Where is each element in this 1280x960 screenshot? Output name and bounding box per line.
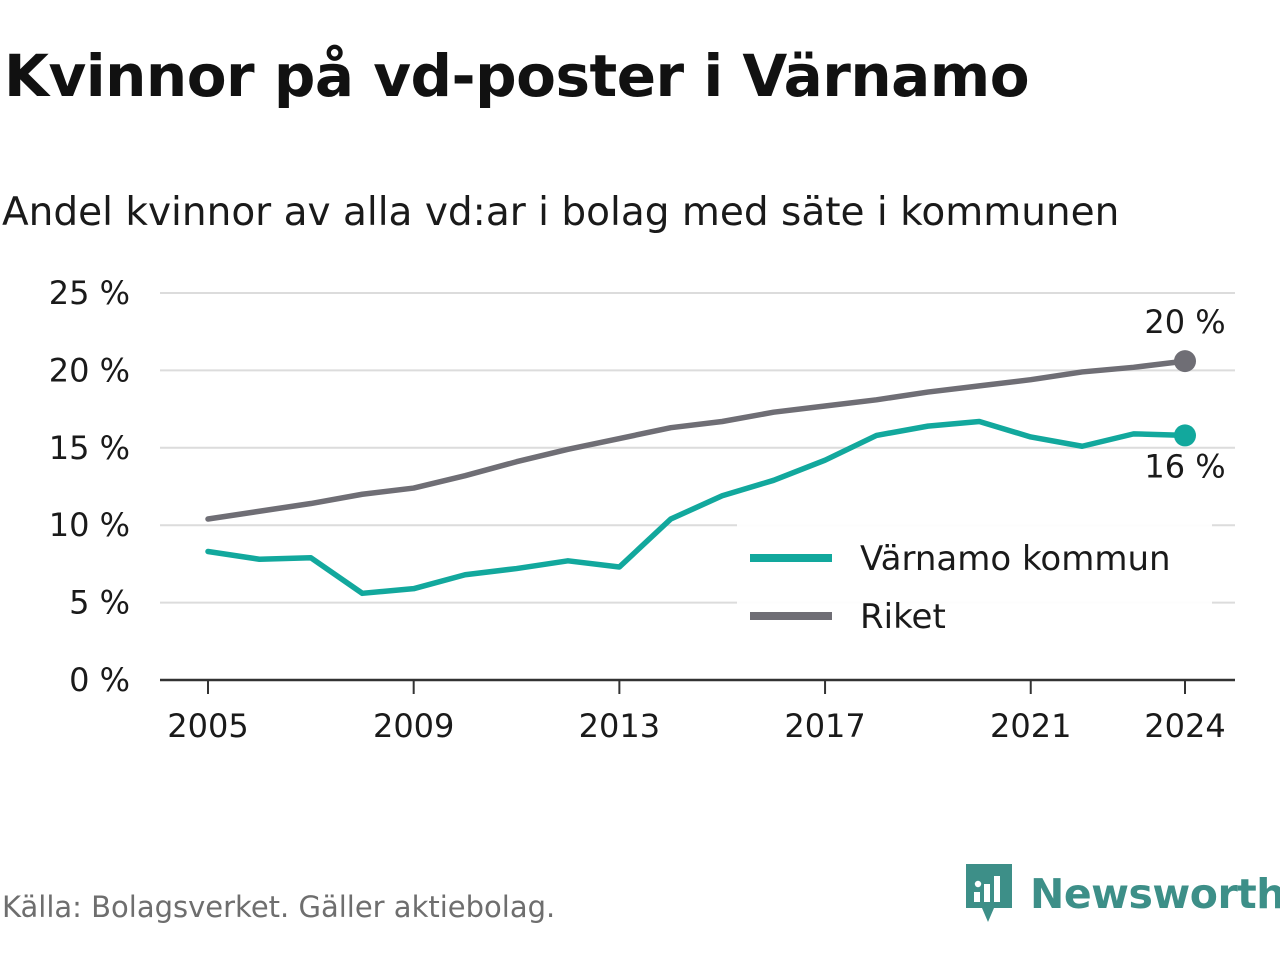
x-tick-label: 2017 [784, 707, 865, 745]
x-tick-label: 2024 [1144, 707, 1225, 745]
chart-subtitle: Andel kvinnor av alla vd:ar i bolag med … [2, 190, 1120, 235]
series-lines: 16 % 20 % [205, 303, 1226, 597]
newsworthy-logo-icon [966, 864, 1012, 922]
legend-label-1: Riket [860, 597, 946, 637]
x-tick-label: 2013 [579, 707, 660, 745]
y-axis-ticks: 0 % 5 % 10 % 15 % 20 % 25 % [49, 274, 130, 699]
end-marker-0 [1174, 424, 1196, 447]
legend-label-0: Värnamo kommun [860, 539, 1171, 579]
end-label-1: 20 % [1144, 303, 1225, 341]
y-tick-label: 25 % [49, 274, 130, 312]
y-tick-label: 15 % [49, 429, 130, 467]
series-line-0 [205, 418, 1188, 597]
y-tick-label: 20 % [49, 351, 130, 389]
x-tick-label: 2009 [373, 707, 454, 745]
end-marker-1 [1174, 350, 1196, 373]
y-tick-label: 10 % [49, 506, 130, 544]
legend-box [737, 523, 1212, 651]
line-chart: 0 %5 %10 %15 %20 %25 % 2005 2009 2013 2017 2… [49, 274, 1235, 745]
chart-title: Kvinnor på vd-poster i Värnamo [4, 42, 1030, 110]
end-label-0: 16 % [1144, 447, 1225, 485]
brand-logo: Newsworthy [964, 862, 1280, 926]
brand-name: Newsworthy [1030, 870, 1280, 918]
y-tick-label: 0 % [69, 661, 130, 699]
x-tick-label: 2021 [990, 707, 1071, 745]
y-tick-label: 5 % [69, 584, 130, 622]
legend: Värnamo kommun Riket [737, 523, 1212, 651]
x-tick-label: 2005 [167, 707, 248, 745]
series-line-1 [205, 358, 1188, 522]
x-axis: 2005 2009 2013 2017 2021 2024 [160, 678, 1235, 745]
source-note: Källa: Bolagsverket. Gäller aktiebolag. [2, 890, 556, 924]
